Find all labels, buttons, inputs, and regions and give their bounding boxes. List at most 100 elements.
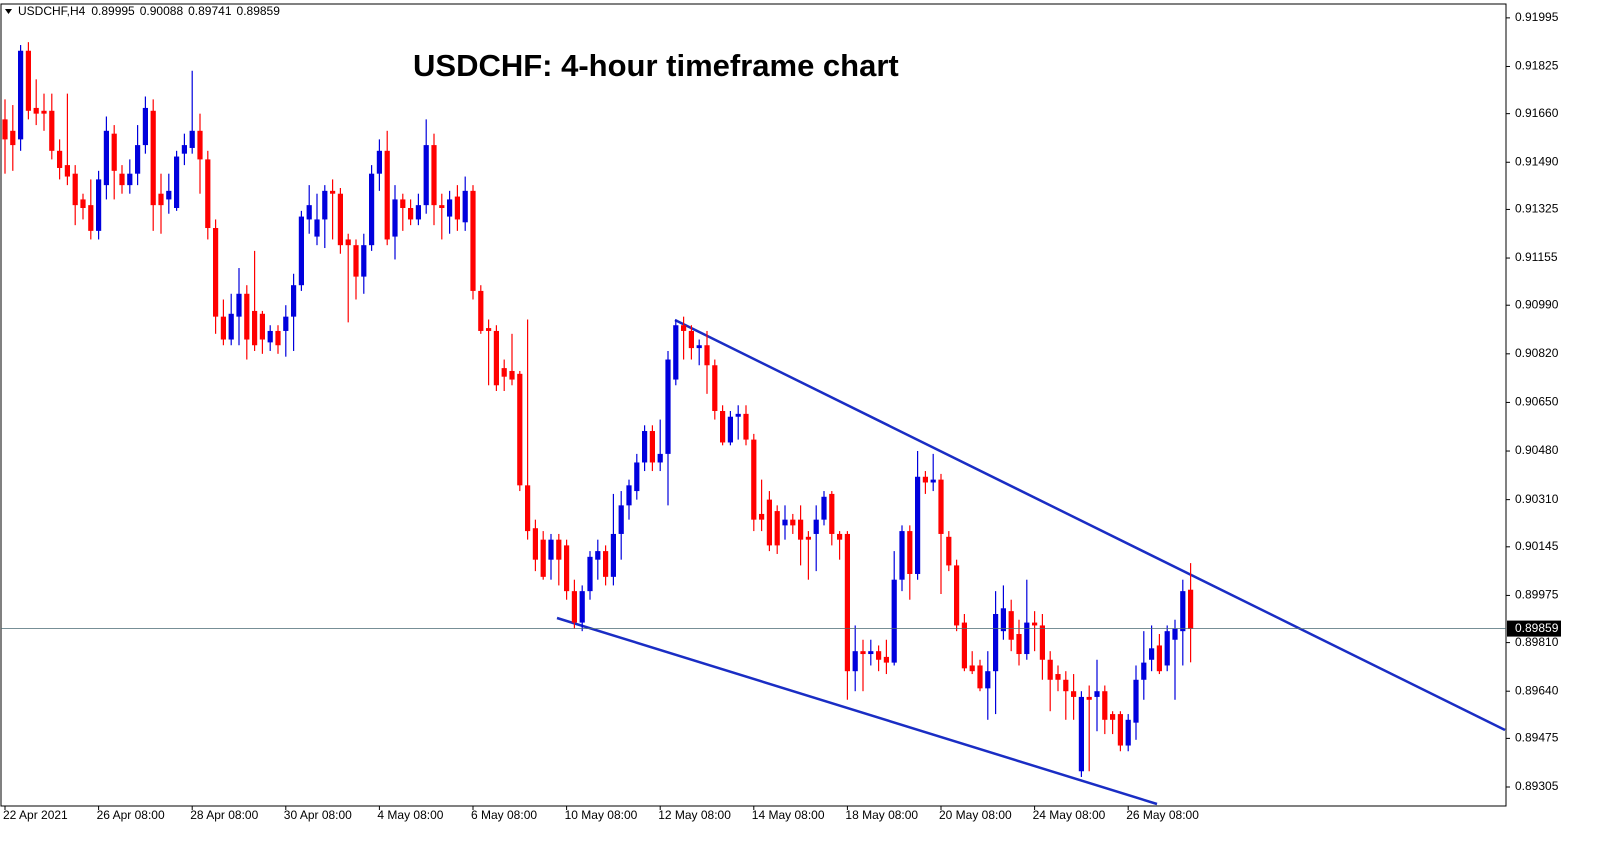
- candle-body: [400, 199, 406, 209]
- candle-body: [96, 179, 102, 231]
- candle-body: [603, 551, 609, 577]
- candle-body: [236, 293, 242, 317]
- candle-body: [1000, 608, 1006, 632]
- candle-body: [782, 519, 788, 526]
- candle-body: [454, 196, 460, 220]
- plot-frame: [0, 3, 1507, 807]
- y-tick-label: 0.91995: [1515, 10, 1559, 24]
- candle-body: [423, 145, 429, 206]
- candle-body: [1172, 628, 1178, 640]
- candle-body: [1102, 691, 1108, 720]
- x-tick-label: 28 Apr 08:00: [190, 808, 258, 822]
- candle-body: [384, 150, 390, 240]
- candle-body: [447, 199, 453, 217]
- candle-body: [244, 293, 250, 340]
- candle-body: [642, 431, 648, 463]
- candle-body: [876, 651, 882, 660]
- candle-body: [743, 413, 749, 440]
- candle-body: [821, 496, 827, 520]
- candle-body: [634, 462, 640, 492]
- candle-body: [283, 316, 289, 331]
- candle-body: [111, 133, 117, 171]
- candle-body: [306, 205, 312, 220]
- y-tick-label: 0.89305: [1515, 779, 1559, 793]
- candle-body: [813, 519, 819, 534]
- candle-body: [985, 671, 991, 689]
- candle-body: [376, 150, 382, 174]
- y-tick-label: 0.89975: [1515, 588, 1559, 602]
- candle-body: [595, 551, 601, 560]
- header-open: 0.89995: [91, 4, 135, 18]
- candle-body: [252, 310, 258, 346]
- candle-body: [1078, 696, 1084, 772]
- x-tick-label: 26 May 08:00: [1126, 808, 1199, 822]
- y-tick-label: 0.90145: [1515, 539, 1559, 553]
- candle-body: [766, 499, 772, 546]
- candle-body: [548, 539, 554, 560]
- candle-body: [673, 325, 679, 380]
- candle-body: [610, 533, 616, 577]
- x-tick-label: 18 May 08:00: [845, 808, 918, 822]
- candle-body: [259, 313, 265, 340]
- x-tick-label: 20 May 08:00: [939, 808, 1012, 822]
- y-tick-label: 0.91325: [1515, 202, 1559, 216]
- candle-body: [415, 205, 421, 220]
- candle-body: [189, 130, 195, 148]
- candle-body: [915, 476, 921, 574]
- candle-body: [1156, 645, 1162, 672]
- candle-body: [291, 285, 297, 317]
- candle-body: [49, 110, 55, 151]
- candle-body: [103, 130, 109, 186]
- candle-body: [486, 328, 492, 331]
- candle-body: [314, 219, 320, 237]
- chart-title: USDCHF: 4-hour timeframe chart: [413, 48, 899, 83]
- candle-body: [649, 431, 655, 463]
- candle-body: [392, 199, 398, 237]
- candle-body: [509, 370, 515, 380]
- candle-body: [1055, 674, 1061, 680]
- candle-body: [275, 330, 281, 346]
- candle-body: [88, 205, 94, 231]
- candle-body: [883, 656, 889, 663]
- candle-body: [369, 173, 375, 246]
- candle-body: [353, 245, 359, 277]
- symbol: USDCHF,H4: [18, 4, 86, 18]
- y-tick-label: 0.91825: [1515, 59, 1559, 73]
- price-label-box: [1507, 620, 1561, 637]
- candle-body: [837, 533, 843, 540]
- x-tick-label: 6 May 08:00: [471, 808, 537, 822]
- candle-body: [337, 193, 343, 246]
- candle-body: [587, 556, 593, 592]
- candle-body: [517, 373, 523, 486]
- y-tick-label: 0.89810: [1515, 635, 1559, 649]
- candle-body: [408, 208, 414, 220]
- candle-body: [470, 190, 476, 291]
- y-tick-label: 0.90820: [1515, 346, 1559, 360]
- candle-body: [1164, 631, 1170, 666]
- candle-body: [1141, 662, 1147, 680]
- x-tick-label: 30 Apr 08:00: [284, 808, 352, 822]
- price-label: 0.89859: [1515, 621, 1559, 635]
- y-tick-label: 0.90310: [1515, 492, 1559, 506]
- candle-body: [860, 651, 866, 655]
- candle-body: [330, 190, 336, 194]
- y-tick-label: 0.89475: [1515, 731, 1559, 745]
- candle-body: [361, 245, 367, 277]
- candle-body: [150, 110, 156, 206]
- candle-body: [798, 519, 804, 540]
- candle-body: [493, 330, 499, 386]
- candle-body: [844, 533, 850, 672]
- candle-body: [1024, 622, 1030, 655]
- candle-body: [774, 511, 780, 546]
- candle-body: [1149, 648, 1155, 660]
- x-tick-label: 26 Apr 08:00: [97, 808, 165, 822]
- candle-body: [1086, 696, 1092, 700]
- candle-body: [119, 173, 125, 186]
- candle-body: [267, 330, 273, 343]
- candle-body: [1032, 622, 1038, 626]
- candle-body: [1188, 589, 1194, 629]
- candle-body: [907, 531, 913, 574]
- candle-body: [657, 453, 663, 463]
- candle-body: [478, 290, 484, 331]
- candle-body: [938, 479, 944, 534]
